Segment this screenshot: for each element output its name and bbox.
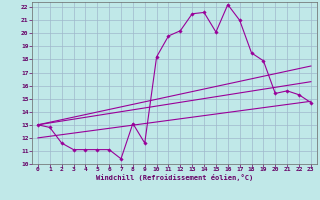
X-axis label: Windchill (Refroidissement éolien,°C): Windchill (Refroidissement éolien,°C): [96, 174, 253, 181]
